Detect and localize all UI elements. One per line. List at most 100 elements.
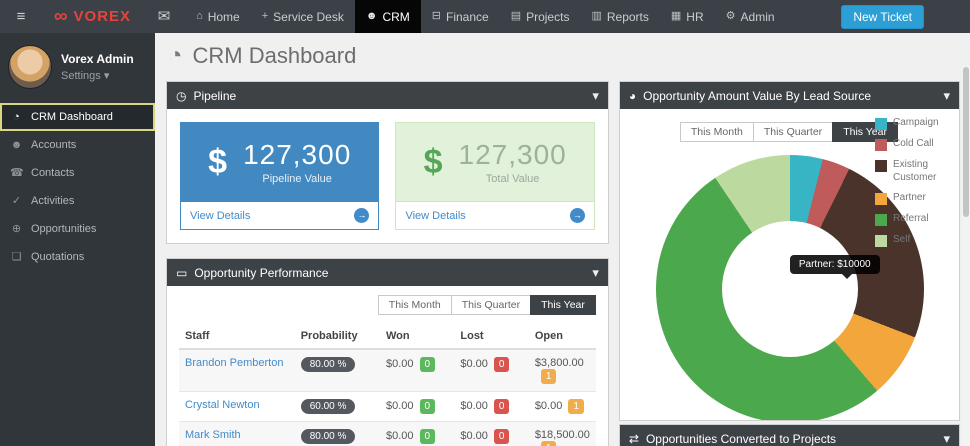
main-nav: Home Service Desk CRM Finance Projects R… [185, 0, 785, 33]
sidebar-item-contacts[interactable]: Contacts [0, 159, 155, 187]
column-header: Won [379, 324, 455, 350]
legend-item[interactable]: Existing Customer [875, 159, 951, 184]
right-arrow-icon [357, 211, 366, 220]
collapse-chevron-icon[interactable] [943, 432, 950, 445]
arrow-circle-icon[interactable] [354, 208, 370, 223]
scrollbar[interactable] [962, 66, 970, 446]
filter-this-month[interactable]: This Month [679, 122, 754, 142]
view-details-link[interactable]: View Details [190, 209, 251, 222]
brand-logo[interactable]: VOREX [42, 0, 143, 33]
view-details-link[interactable]: View Details [405, 209, 466, 222]
pipeline-value-label: Pipeline Value [262, 173, 332, 185]
clock-icon [176, 90, 186, 102]
sidebar-item-activities[interactable]: Activities [0, 187, 155, 215]
open-amount: $18,500.00 [534, 429, 590, 441]
staff-link[interactable]: Mark Smith [185, 429, 241, 441]
performance-panel-header[interactable]: Opportunity Performance [167, 259, 608, 286]
legend-swatch [875, 118, 887, 130]
legend-swatch [875, 139, 887, 151]
converted-projects-panel-header[interactable]: Opportunities Converted to Projects [619, 425, 959, 446]
legend-label: Self [893, 234, 911, 245]
finance-icon [432, 11, 441, 22]
open-count-badge: 1 [568, 399, 584, 414]
lost-amount: $0.00 [460, 400, 488, 412]
staff-link[interactable]: Brandon Pemberton [185, 357, 284, 369]
projects-list-icon [511, 11, 521, 22]
legend-label: Cold Call [893, 138, 934, 149]
table-row: Brandon Pemberton 80.00 % $0.00 0 $0.00 0 … [179, 348, 596, 392]
nav-home[interactable]: Home [185, 0, 251, 33]
table-row: Crystal Newton 60.00 % $0.00 0 $0.00 0 $0.… [179, 391, 596, 422]
arrow-circle-icon[interactable] [569, 208, 585, 223]
staff-link[interactable]: Crystal Newton [185, 399, 260, 411]
performance-filter-group: This Month This Quarter This Year [167, 286, 608, 320]
pipeline-value: 127,300 [243, 139, 352, 170]
sidebar-item-crm-dashboard[interactable]: CRM Dashboard [0, 103, 155, 131]
new-ticket-button[interactable]: New Ticket [841, 4, 924, 29]
caret-down-icon [104, 71, 110, 82]
panel-title: Pipeline [193, 88, 237, 103]
user-name: Vorex Admin [61, 52, 134, 66]
nav-hr[interactable]: HR [660, 0, 715, 33]
collapse-chevron-icon[interactable] [943, 89, 950, 102]
right-arrow-icon [573, 211, 582, 220]
probability-badge: 80.00 % [300, 357, 356, 372]
table-row: Mark Smith 80.00 % $0.00 0 $0.00 0 $18,500… [179, 421, 596, 446]
settings-dropdown[interactable]: Settings [61, 70, 134, 82]
pipeline-panel-header[interactable]: Pipeline [167, 82, 608, 109]
legend-item[interactable]: Referral [875, 213, 951, 226]
performance-table: Staff Probability Won Lost Open Brandon … [179, 324, 596, 446]
column-header: Staff [179, 324, 295, 350]
scrollbar-thumb[interactable] [963, 67, 969, 217]
lead-source-panel-header[interactable]: Opportunity Amount Value By Lead Source [619, 82, 959, 109]
filter-this-year[interactable]: This Year [530, 295, 596, 315]
legend-item[interactable]: Self [875, 234, 951, 247]
building-icon [671, 11, 681, 22]
sidebar-item-label: Accounts [31, 139, 77, 151]
lost-count-badge: 0 [493, 429, 510, 444]
messages-button[interactable] [143, 0, 185, 33]
legend-item[interactable]: Campaign [875, 117, 951, 130]
collapse-chevron-icon[interactable] [592, 89, 599, 102]
avatar[interactable] [8, 45, 52, 89]
sidebar-item-opportunities[interactable]: Opportunities [0, 215, 155, 243]
legend-swatch [875, 214, 887, 226]
hamburger-icon [17, 9, 26, 24]
collapse-chevron-icon[interactable] [592, 266, 599, 279]
nav-label: Projects [526, 9, 570, 24]
home-icon [196, 11, 203, 22]
dashboard-gauge-icon [168, 44, 183, 68]
legend-item[interactable]: Cold Call [875, 138, 951, 151]
chart-legend: Campaign Cold Call Existing Customer Par… [875, 117, 951, 255]
open-count-badge: 1 [540, 369, 557, 384]
sidebar-item-quotations[interactable]: Quotations [0, 243, 155, 271]
nav-crm[interactable]: CRM [354, 0, 421, 33]
lead-source-panel: Opportunity Amount Value By Lead Source … [618, 81, 960, 421]
contact-icon [10, 168, 23, 179]
main-content: CRM Dashboard Pipeline $ [155, 33, 970, 446]
top-navbar: VOREX Home Service Desk CRM Finance Proj… [0, 0, 970, 33]
nav-reports[interactable]: Reports [580, 0, 659, 33]
filter-this-quarter[interactable]: This Quarter [450, 295, 532, 315]
activities-icon [10, 196, 23, 207]
legend-item[interactable]: Partner [875, 192, 951, 205]
dashboard-gauge-icon [10, 112, 23, 123]
nav-label: Home [207, 9, 240, 24]
lost-count-badge: 0 [493, 357, 510, 372]
brand-name: VOREX [73, 8, 132, 25]
nav-finance[interactable]: Finance [421, 0, 500, 33]
nav-service-desk[interactable]: Service Desk [251, 0, 355, 33]
filter-this-month[interactable]: This Month [377, 295, 452, 315]
open-amount: $3,800.00 [534, 357, 584, 369]
sidebar-item-accounts[interactable]: Accounts [0, 131, 155, 159]
won-amount: $0.00 [385, 400, 414, 412]
lost-amount: $0.00 [460, 358, 488, 370]
sidebar-item-label: Activities [31, 195, 75, 207]
nav-projects[interactable]: Projects [500, 0, 581, 33]
won-amount: $0.00 [385, 430, 414, 442]
reports-icon [591, 11, 601, 22]
filter-this-quarter[interactable]: This Quarter [752, 122, 834, 142]
sidebar-item-label: Contacts [31, 167, 75, 179]
menu-toggle-button[interactable] [0, 0, 42, 33]
nav-admin[interactable]: Admin [715, 0, 786, 33]
